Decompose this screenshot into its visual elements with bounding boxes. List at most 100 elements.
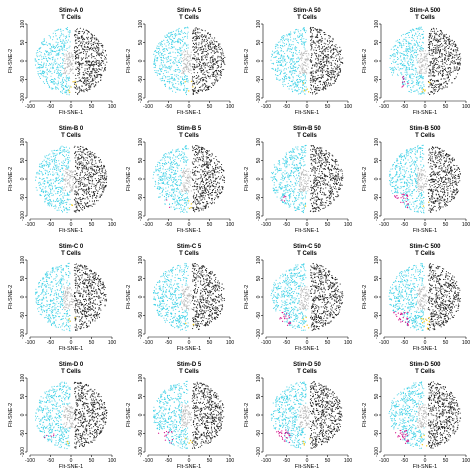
- data-point: [58, 64, 61, 66]
- data-point: [103, 55, 105, 57]
- data-point: [87, 179, 89, 181]
- data-point: [314, 77, 316, 80]
- data-point: [67, 57, 69, 59]
- data-point: [455, 50, 457, 52]
- data-point: [428, 65, 430, 67]
- data-point: [286, 61, 288, 63]
- data-point: [194, 64, 196, 66]
- data-point: [100, 52, 102, 54]
- data-point: [421, 47, 423, 49]
- data-point: [69, 45, 71, 47]
- data-point: [219, 74, 222, 76]
- data-point: [81, 154, 83, 156]
- data-point: [458, 59, 460, 61]
- data-point: [420, 28, 422, 30]
- data-point: [402, 85, 404, 87]
- data-point: [39, 47, 41, 49]
- data-point: [89, 81, 91, 83]
- data-point: [214, 83, 216, 85]
- panel-subtitle: T Cells: [179, 15, 199, 21]
- data-point: [402, 33, 404, 36]
- data-point: [183, 89, 185, 91]
- data-point: [403, 63, 405, 65]
- data-point: [310, 45, 312, 47]
- data-point: [420, 54, 423, 56]
- data-point: [96, 192, 98, 194]
- data-point: [319, 32, 321, 34]
- data-point: [180, 29, 183, 31]
- data-point: [423, 58, 425, 60]
- data-point: [186, 87, 188, 90]
- data-point: [75, 161, 77, 163]
- data-point: [93, 86, 95, 88]
- data-point: [417, 44, 419, 46]
- x-tick-label: -100: [25, 222, 35, 228]
- data-point: [417, 43, 419, 45]
- data-point: [201, 45, 203, 47]
- data-point: [210, 62, 212, 64]
- data-point: [94, 50, 96, 52]
- data-point: [311, 55, 313, 57]
- data-point: [174, 79, 176, 81]
- data-point: [423, 84, 425, 86]
- data-point: [311, 33, 313, 35]
- data-point: [317, 28, 319, 30]
- data-point: [83, 167, 85, 169]
- data-point: [275, 51, 277, 53]
- data-point: [192, 86, 194, 88]
- panel-title: Stim-A 50: [293, 8, 321, 14]
- data-point: [306, 50, 308, 52]
- data-point: [79, 148, 81, 150]
- data-point: [79, 158, 81, 160]
- data-point: [205, 56, 207, 58]
- data-point: [315, 62, 317, 64]
- data-point: [78, 66, 80, 68]
- data-point: [194, 66, 196, 68]
- data-point: [159, 65, 161, 67]
- data-point: [439, 35, 441, 38]
- data-point: [209, 77, 211, 79]
- data-point: [216, 67, 218, 69]
- data-point: [90, 153, 92, 156]
- data-point: [199, 81, 201, 83]
- data-point: [459, 61, 461, 63]
- data-point: [50, 53, 52, 55]
- data-point: [167, 81, 169, 83]
- data-point: [327, 79, 330, 81]
- data-point: [71, 63, 73, 65]
- data-point: [162, 60, 164, 62]
- data-point: [99, 159, 101, 161]
- data-point: [63, 192, 66, 194]
- data-point: [421, 82, 423, 84]
- data-point: [437, 41, 439, 43]
- data-point: [458, 66, 460, 69]
- data-point: [303, 53, 305, 55]
- data-point: [41, 43, 43, 45]
- data-point: [450, 61, 452, 63]
- data-point: [160, 70, 162, 72]
- data-point: [183, 56, 185, 59]
- data-point: [201, 52, 203, 54]
- data-point: [156, 72, 158, 74]
- data-point: [174, 41, 176, 43]
- data-point: [53, 83, 55, 85]
- data-point: [321, 70, 323, 72]
- data-point: [63, 70, 65, 72]
- data-point: [300, 41, 302, 43]
- data-point: [178, 39, 180, 41]
- data-point: [87, 90, 89, 92]
- data-point: [439, 46, 441, 48]
- data-point: [411, 56, 413, 58]
- data-point: [298, 59, 300, 61]
- data-point: [325, 64, 327, 66]
- data-point: [183, 71, 185, 73]
- data-point: [68, 36, 70, 38]
- data-point: [180, 62, 182, 64]
- data-point: [75, 206, 78, 208]
- data-point: [182, 40, 184, 43]
- data-point: [424, 72, 426, 74]
- data-point: [311, 80, 313, 82]
- data-point: [290, 58, 292, 60]
- data-point: [82, 182, 84, 184]
- data-point: [84, 70, 86, 72]
